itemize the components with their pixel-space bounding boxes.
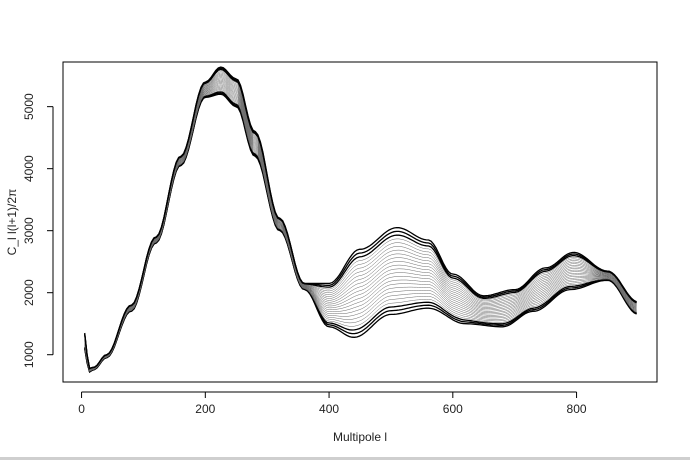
- plot-frame: [62, 61, 658, 383]
- x-tick-label: 0: [78, 402, 85, 416]
- y-axis: 1000 2000 3000 4000 5000: [22, 93, 54, 368]
- spectrum-curve-15: [84, 77, 637, 371]
- spectrum-curve-4: [84, 90, 637, 372]
- spectrum-curve-23: [84, 67, 637, 370]
- curve-group: [84, 66, 637, 374]
- bottom-divider: [0, 457, 690, 460]
- spectrum-curve-6: [84, 88, 637, 372]
- y-tick-label: 5000: [22, 93, 36, 120]
- y-tick-label: 3000: [22, 217, 36, 244]
- y-tick-label: 2000: [22, 279, 36, 306]
- x-axis: 0 200 400 600 800: [78, 391, 587, 416]
- x-axis-label: Multipole l: [333, 430, 387, 444]
- spectrum-curve-1: [84, 93, 637, 374]
- y-axis-label: C_l l(l+1)/2π: [5, 189, 19, 256]
- spectrum-curve-17: [84, 75, 637, 370]
- spectrum-curve-18: [84, 73, 637, 370]
- spectrum-curve-3: [84, 91, 637, 373]
- spectrum-curve-12: [84, 80, 637, 371]
- spectrum-curve-13: [84, 79, 637, 371]
- y-tick-label: 4000: [22, 155, 36, 182]
- x-axis-label-text: Multipole l: [333, 430, 387, 444]
- x-tick-label: 200: [195, 402, 215, 416]
- spectrum-curve-24: [84, 66, 637, 370]
- x-tick-label: 800: [567, 402, 587, 416]
- x-tick-label: 400: [319, 402, 339, 416]
- x-tick-label: 600: [443, 402, 463, 416]
- spectrum-curve-22: [84, 68, 637, 370]
- spectrum-curve-14: [84, 78, 637, 371]
- spectrum-curve-19: [84, 72, 637, 370]
- spectrum-curve-11: [84, 82, 637, 371]
- spectrum-curve-5: [84, 89, 637, 372]
- spectrum-curve-16: [84, 76, 637, 370]
- y-tick-label: 1000: [22, 341, 36, 368]
- spectrum-curve-2: [84, 92, 637, 373]
